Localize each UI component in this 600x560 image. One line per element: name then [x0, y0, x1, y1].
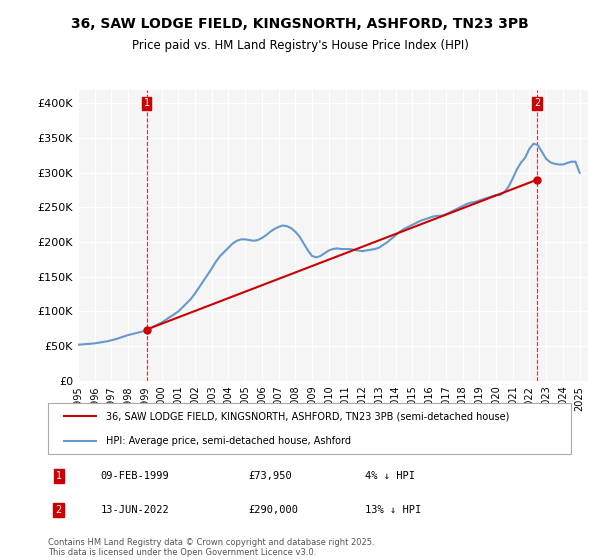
Text: 13-JUN-2022: 13-JUN-2022	[101, 505, 170, 515]
Text: 1: 1	[55, 471, 62, 481]
Text: Contains HM Land Registry data © Crown copyright and database right 2025.
This d: Contains HM Land Registry data © Crown c…	[48, 538, 374, 557]
Text: 4% ↓ HPI: 4% ↓ HPI	[365, 471, 415, 481]
Text: £73,950: £73,950	[248, 471, 292, 481]
Text: 13% ↓ HPI: 13% ↓ HPI	[365, 505, 421, 515]
Text: HPI: Average price, semi-detached house, Ashford: HPI: Average price, semi-detached house,…	[106, 436, 351, 446]
Text: 36, SAW LODGE FIELD, KINGSNORTH, ASHFORD, TN23 3PB: 36, SAW LODGE FIELD, KINGSNORTH, ASHFORD…	[71, 17, 529, 31]
Text: 2: 2	[55, 505, 62, 515]
FancyBboxPatch shape	[48, 403, 571, 454]
Text: £290,000: £290,000	[248, 505, 299, 515]
Text: Price paid vs. HM Land Registry's House Price Index (HPI): Price paid vs. HM Land Registry's House …	[131, 39, 469, 52]
Text: 36, SAW LODGE FIELD, KINGSNORTH, ASHFORD, TN23 3PB (semi-detached house): 36, SAW LODGE FIELD, KINGSNORTH, ASHFORD…	[106, 411, 509, 421]
Text: 2: 2	[534, 99, 540, 108]
Text: 09-FEB-1999: 09-FEB-1999	[101, 471, 170, 481]
Text: 1: 1	[143, 99, 149, 108]
